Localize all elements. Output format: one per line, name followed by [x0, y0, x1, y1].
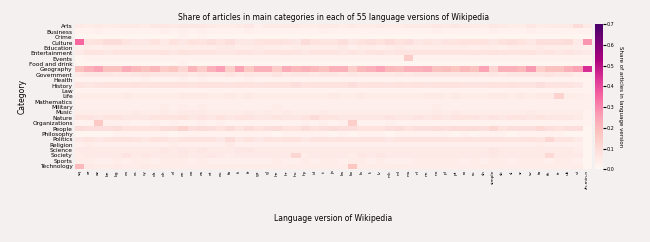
X-axis label: Language version of Wikipedia: Language version of Wikipedia — [274, 214, 392, 223]
Title: Share of articles in main categories in each of 55 language versions of Wikipedi: Share of articles in main categories in … — [177, 13, 489, 22]
Y-axis label: Share of articles in language version: Share of articles in language version — [618, 46, 623, 147]
Y-axis label: Category: Category — [18, 79, 26, 114]
